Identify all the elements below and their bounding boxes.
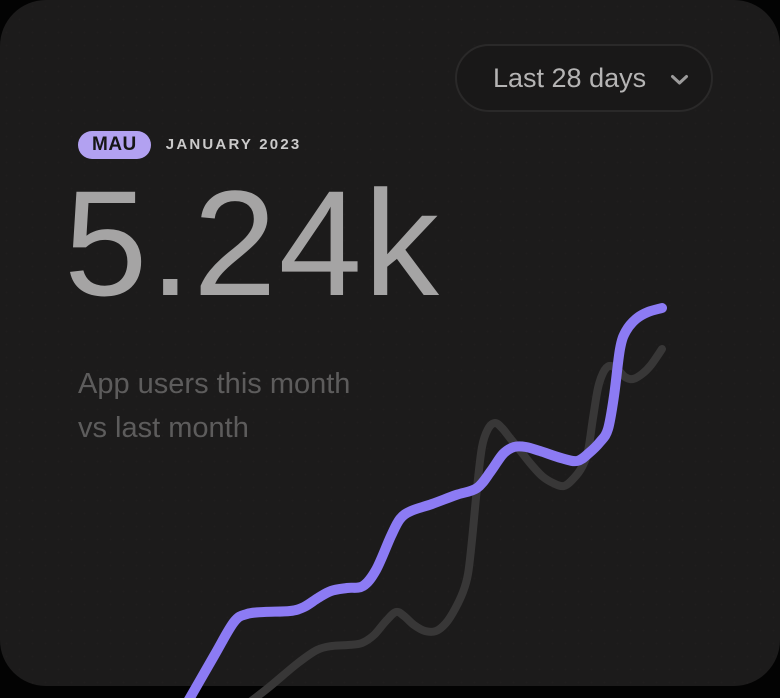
metric-description: App users this month vs last month (78, 362, 350, 450)
chevron-down-icon (671, 74, 688, 84)
period-label: JANUARY 2023 (165, 136, 302, 153)
metric-header: MAU JANUARY 2023 (78, 130, 301, 159)
metric-description-line2: vs last month (78, 412, 249, 444)
metric-description-line1: App users this month (78, 368, 351, 400)
date-range-dropdown[interactable]: Last 28 days (455, 44, 713, 112)
date-range-label: Last 28 days (493, 62, 647, 93)
metric-value: 5.24k (64, 159, 441, 327)
metric-badge: MAU (78, 130, 151, 159)
